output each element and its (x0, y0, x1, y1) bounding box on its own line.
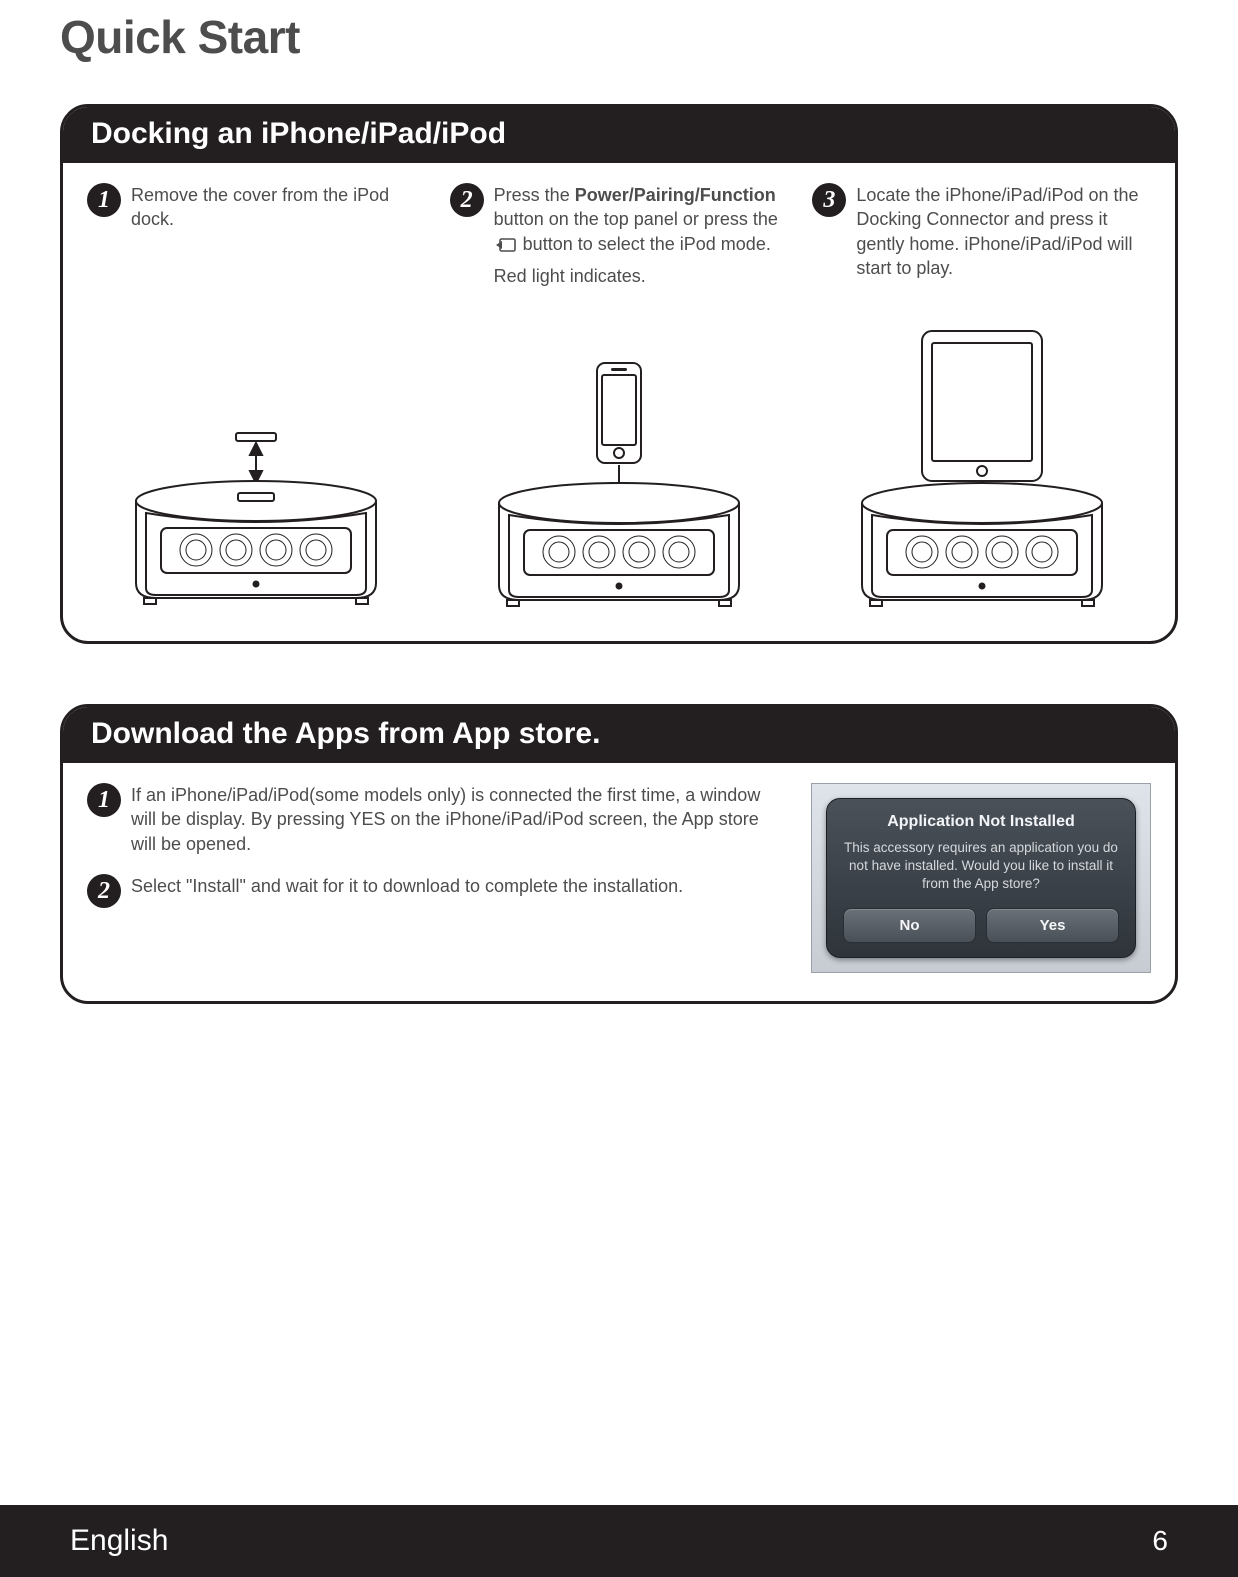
step-text-line2: Red light indicates. (494, 266, 646, 286)
step-text: Select "Install" and wait for it to down… (131, 874, 771, 908)
section-docking-header: Docking an iPhone/iPad/iPod (63, 107, 1175, 163)
step-text: Remove the cover from the iPod dock. (131, 183, 426, 232)
docking-step-1: 1 Remove the cover from the iPod dock. (87, 183, 426, 613)
page-title: Quick Start (60, 10, 1178, 64)
illustration-dock-with-phone (450, 323, 789, 613)
step-text-post: button to select the iPod mode. (518, 234, 771, 254)
download-step-1: 1 If an iPhone/iPad/iPod(some models onl… (87, 783, 771, 856)
dialog-title: Application Not Installed (843, 813, 1119, 831)
source-icon (496, 234, 516, 258)
dialog-yes-button[interactable]: Yes (986, 908, 1119, 943)
step-text-pre: Press the (494, 185, 575, 205)
dialog-screenshot: Application Not Installed This accessory… (811, 783, 1151, 973)
docking-step-3: 3 Locate the iPhone/iPad/iPod on the Doc… (812, 183, 1151, 613)
step-text: If an iPhone/iPad/iPod(some models only)… (131, 783, 771, 856)
section-download-header: Download the Apps from App store. (63, 707, 1175, 763)
illustration-dock-with-ipad (812, 323, 1151, 613)
step-text-mid: button on the top panel or press the (494, 209, 778, 229)
section-docking: Docking an iPhone/iPad/iPod 1 Remove the… (60, 104, 1178, 644)
page-footer: English 6 (0, 1505, 1238, 1577)
step-badge: 1 (87, 783, 121, 817)
step-text: Press the Power/Pairing/Function button … (494, 183, 789, 288)
illustration-dock-remove-cover (87, 323, 426, 613)
dialog-no-button[interactable]: No (843, 908, 976, 943)
step-badge: 2 (450, 183, 484, 217)
step-badge: 3 (812, 183, 846, 217)
step-badge: 1 (87, 183, 121, 217)
footer-page-number: 6 (1152, 1525, 1168, 1557)
step-badge: 2 (87, 874, 121, 908)
docking-step-2: 2 Press the Power/Pairing/Function butto… (450, 183, 789, 613)
dialog-message: This accessory requires an application y… (843, 839, 1119, 894)
download-step-2: 2 Select "Install" and wait for it to do… (87, 874, 771, 908)
section-download-apps: Download the Apps from App store. 1 If a… (60, 704, 1178, 1004)
footer-language: English (70, 1524, 168, 1558)
step-text: Locate the iPhone/iPad/iPod on the Docki… (856, 183, 1151, 280)
step-text-bold: Power/Pairing/Function (575, 185, 776, 205)
